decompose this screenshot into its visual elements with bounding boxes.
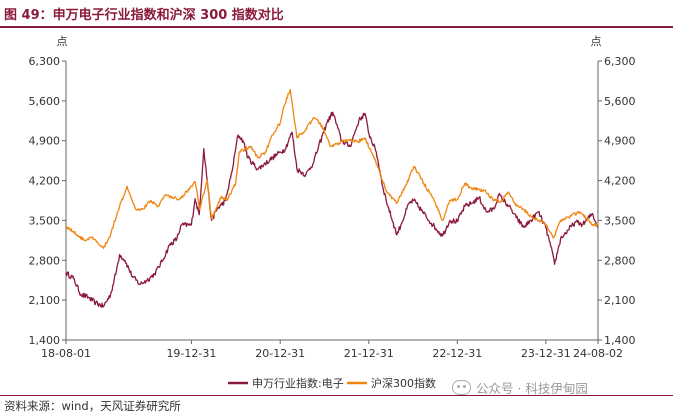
series-line-electronics: [65, 111, 599, 308]
y-tick-label-left: 2,800: [29, 254, 61, 267]
y-tick-label-right: 2,100: [604, 294, 636, 307]
y-tick-label-left: 5,600: [29, 95, 61, 108]
y-tick-label-left: 6,300: [29, 55, 61, 68]
y-tick-label-left: 3,500: [29, 214, 61, 227]
y-tick-label-right: 5,600: [604, 95, 636, 108]
y-tick-label-left: 4,200: [29, 175, 61, 188]
x-tick-label: 20-12-31: [255, 347, 305, 360]
series-line-csi300: [65, 88, 599, 249]
y-tick-label-right: 4,200: [604, 175, 636, 188]
legend-label-electronics: 申万行业指数:电子: [252, 376, 344, 390]
title-rule: [0, 26, 673, 28]
watermark-text: 公众号 · 科技伊甸园: [476, 381, 588, 396]
x-tick-label: 22-12-31: [432, 347, 482, 360]
wechat-icon: [452, 380, 471, 395]
y-tick-label-right: 3,500: [604, 214, 636, 227]
y-tick-label-left: 2,100: [29, 294, 61, 307]
y-tick-label-right: 1,400: [604, 334, 636, 347]
y-tick-label-left: 1,400: [29, 334, 61, 347]
x-tick-label: 24-08-02: [573, 347, 623, 360]
x-tick-label: 19-12-31: [166, 347, 216, 360]
source-note: 资料来源：wind，天风证券研究所: [4, 399, 181, 413]
y-tick-label-right: 4,900: [604, 135, 636, 148]
y-tick-label-right: 6,300: [604, 55, 636, 68]
y-unit-right: 点: [591, 35, 602, 48]
legend-label-csi300: 沪深300指数: [371, 376, 436, 390]
legend: 申万行业指数:电子 沪深300指数: [228, 376, 436, 390]
y-tick-label-right: 2,800: [604, 254, 636, 267]
y-unit-left: 点: [57, 35, 68, 48]
bottom-rule: [0, 395, 673, 396]
x-tick-label: 18-08-01: [41, 347, 91, 360]
series-lines: [65, 88, 599, 308]
figure-title: 图 49：申万电子行业指数和沪深 300 指数对比: [4, 8, 284, 23]
x-tick-label: 23-12-31: [521, 347, 571, 360]
watermark: 公众号 · 科技伊甸园: [452, 378, 588, 397]
x-tick-label: 21-12-31: [344, 347, 394, 360]
axes: 1,400 1,400 2,100 2,100 2,800 2,800 3,500 3,500…: [29, 35, 636, 360]
y-tick-label-left: 4,900: [29, 135, 61, 148]
